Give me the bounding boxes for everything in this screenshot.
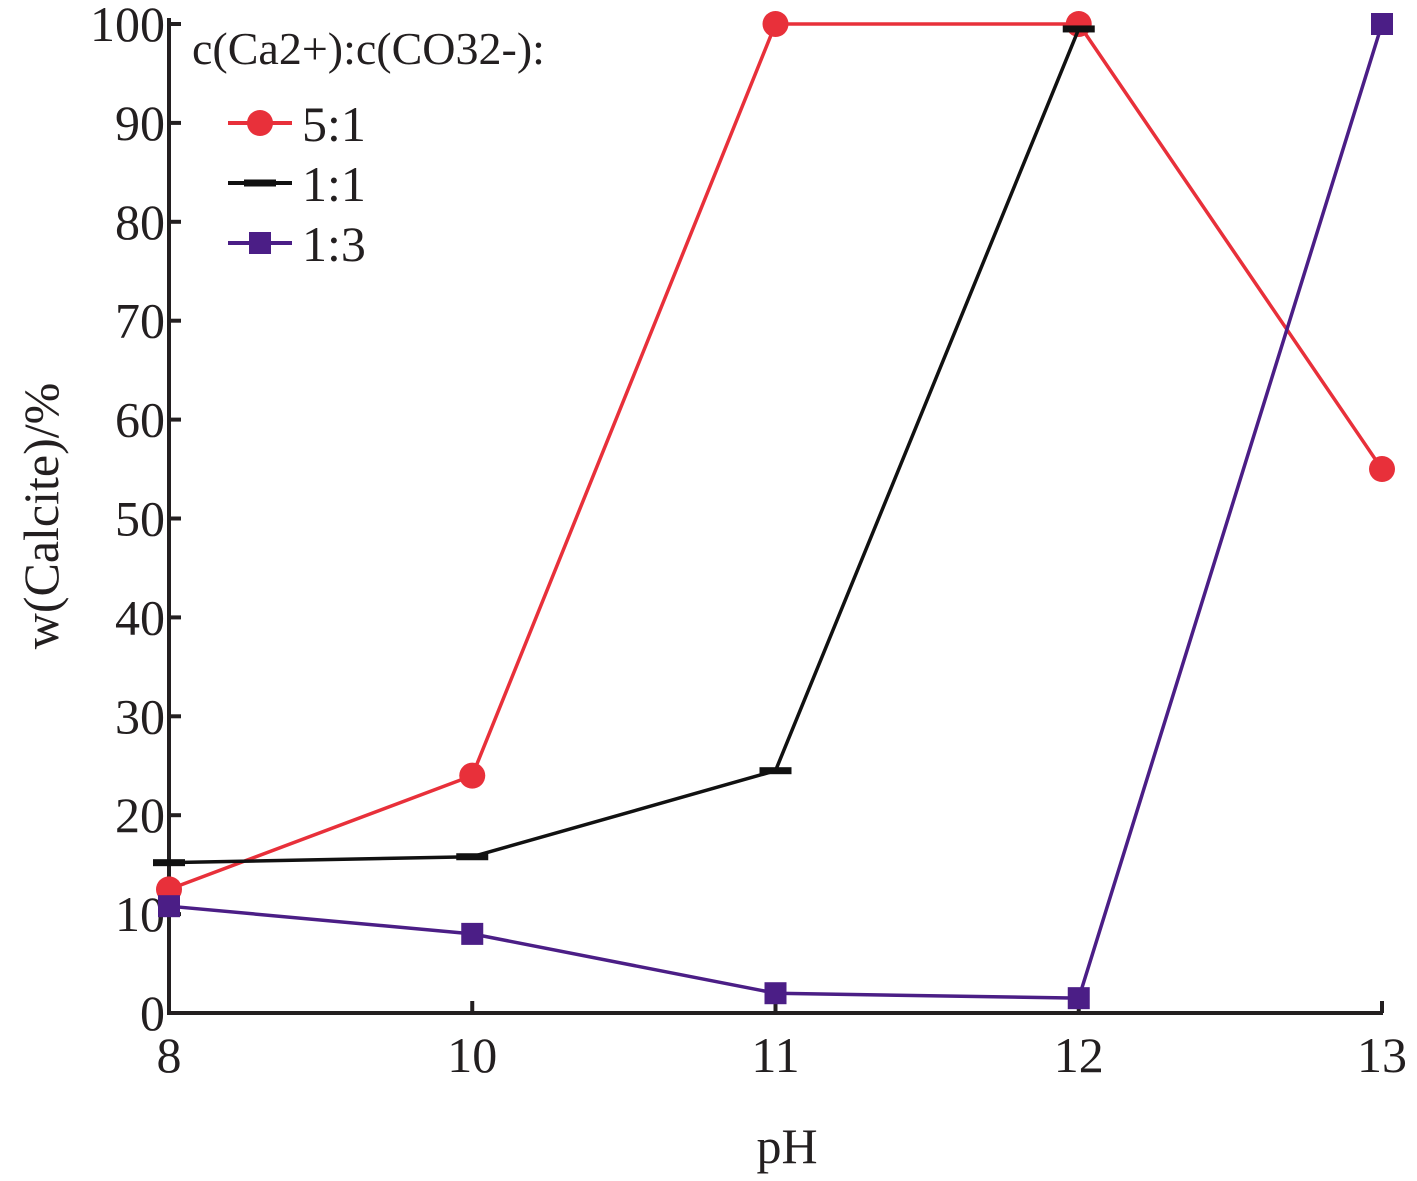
- y-tick-label: 40: [115, 589, 165, 645]
- data-point: [1371, 13, 1393, 35]
- data-point: [762, 11, 789, 37]
- series-1: [153, 25, 1095, 867]
- data-point: [1369, 456, 1395, 483]
- series-line: [168, 22, 1384, 892]
- legend-title: c(Ca2+):c(CO32-):: [192, 23, 545, 74]
- x-tick-label: 10: [447, 1027, 497, 1083]
- y-tick-label: 0: [140, 985, 165, 1041]
- legend: c(Ca2+):c(CO32-): 5:11:11:3: [192, 23, 545, 272]
- x-tick-label: 12: [1054, 1027, 1104, 1083]
- series-line: [168, 28, 1081, 865]
- series-layer: [153, 11, 1395, 1010]
- y-tick-label: 90: [115, 95, 165, 151]
- y-ticks: 0 10 20 30 40 50 60 70 80 90 100: [90, 0, 181, 1041]
- y-tick-label: 30: [115, 688, 165, 744]
- y-tick-label: 20: [115, 787, 165, 843]
- x-tick-label: 13: [1357, 1027, 1407, 1083]
- legend-items: 5:11:11:3: [228, 96, 366, 272]
- legend-label: 1:3: [302, 216, 366, 272]
- y-tick-label: 60: [115, 392, 165, 448]
- legend-item: 1:1: [228, 156, 366, 212]
- data-point: [764, 982, 787, 1005]
- legend-marker: [249, 232, 271, 254]
- legend-marker: [244, 179, 276, 187]
- legend-label: 1:1: [302, 156, 366, 212]
- data-point: [456, 853, 489, 861]
- legend-item: 5:1: [228, 96, 366, 152]
- legend-label: 5:1: [302, 96, 366, 152]
- x-axis-label: pH: [756, 1118, 817, 1174]
- y-axis-label: w(Calcite)/%: [13, 383, 69, 650]
- data-point: [153, 859, 185, 867]
- y-tick-label: 70: [115, 293, 165, 349]
- legend-item: 1:3: [228, 216, 366, 272]
- y-tick-label: 10: [115, 886, 165, 942]
- y-tick-label: 80: [115, 194, 165, 250]
- data-point: [1067, 987, 1090, 1010]
- data-point: [459, 762, 486, 789]
- data-point: [158, 895, 180, 918]
- data-point: [461, 922, 484, 945]
- x-tick-label: 8: [157, 1027, 182, 1083]
- y-tick-label: 50: [115, 491, 165, 547]
- series-2: [158, 13, 1393, 1010]
- x-tick-label: 11: [751, 1027, 799, 1083]
- legend-marker: [247, 110, 273, 136]
- data-point: [1062, 25, 1095, 33]
- y-tick-label: 100: [90, 0, 165, 52]
- data-point: [759, 767, 792, 775]
- x-ticks: 8 10 11 12 13: [157, 1001, 1407, 1083]
